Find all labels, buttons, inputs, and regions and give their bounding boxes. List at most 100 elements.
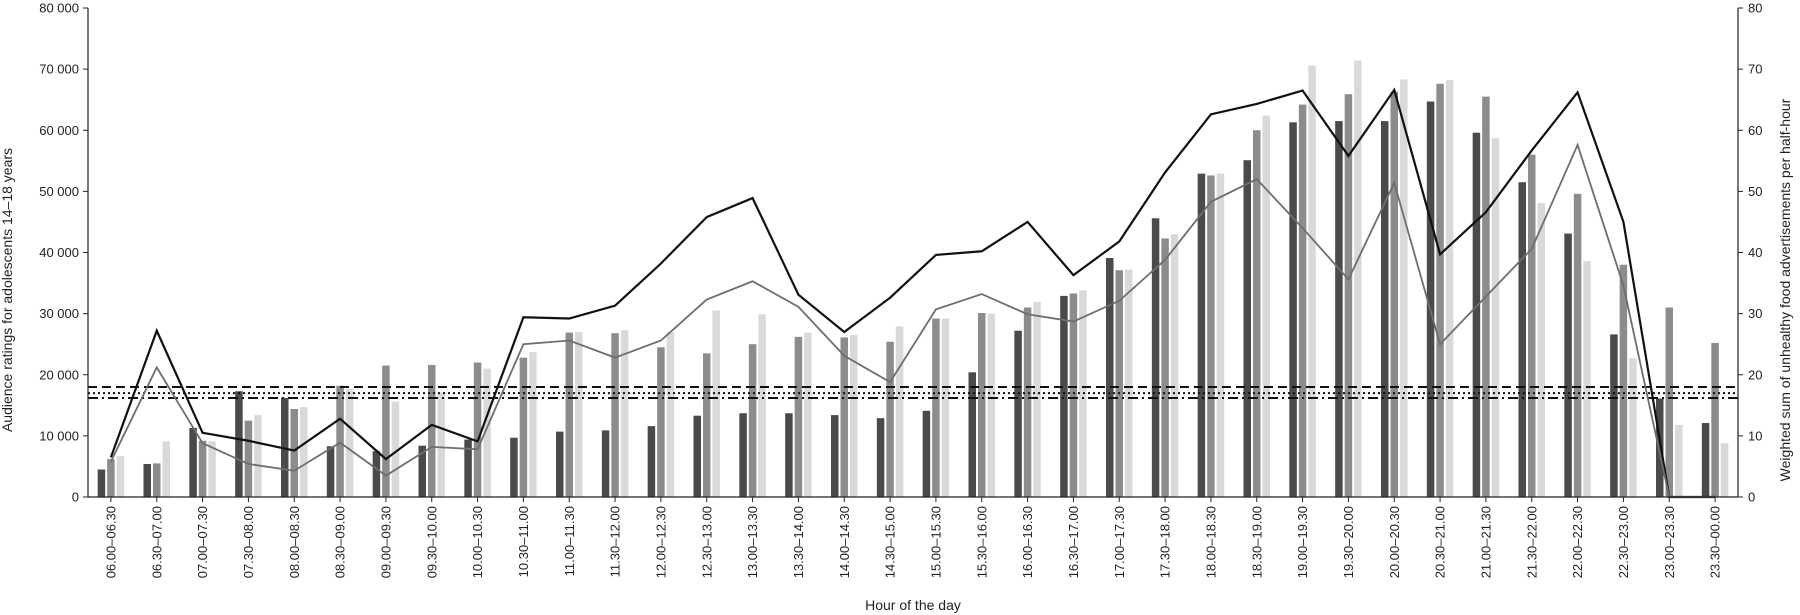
bar-series2-12 — [657, 347, 665, 497]
bar-series3-31 — [1537, 202, 1545, 498]
bar-series1-28 — [1381, 121, 1389, 497]
y2-tick-label: 80 — [1748, 1, 1762, 16]
bar-series1-35 — [1701, 423, 1710, 497]
y-tick-label: 80 000 — [39, 1, 79, 16]
bars-group — [97, 60, 1729, 498]
bar-series3-15 — [804, 332, 812, 497]
bar-series1-30 — [1472, 132, 1481, 497]
bar-series1-7 — [418, 445, 426, 497]
bar-series1-25 — [1243, 160, 1251, 497]
bar-series2-14 — [748, 344, 757, 497]
x-tick-label: 07.00–07.30 — [195, 506, 210, 578]
bar-series3-11 — [620, 330, 629, 497]
y2-ticks-group: 0 10 20 30 40 50 60 70 80 — [1738, 1, 1762, 505]
x-tick-label: 20.00–20.30 — [1387, 506, 1402, 578]
x-tick-label: 19.00–19.30 — [1295, 506, 1310, 578]
y2-axis-title: Weighted sum of unhealthy food advertise… — [1777, 98, 1793, 481]
bar-series1-18 — [922, 410, 931, 497]
x-tick-label: 09.00–09.30 — [378, 506, 393, 578]
bar-series3-14 — [758, 314, 766, 497]
bar-series1-17 — [876, 418, 885, 497]
x-tick-label: 20.30–21.00 — [1433, 506, 1448, 578]
bar-series3-20 — [1033, 302, 1041, 497]
x-tick-label: 10.00–10.30 — [470, 506, 485, 578]
bar-series3-22 — [1125, 269, 1133, 497]
bar-series1-13 — [693, 415, 701, 497]
bar-series2-10 — [565, 332, 573, 497]
bar-series1-20 — [1014, 330, 1022, 497]
bar-series3-13 — [712, 310, 720, 497]
x-tick-label: 11.00–11.30 — [562, 506, 577, 576]
line-series-1 — [109, 87, 1716, 499]
bar-series3-10 — [575, 331, 583, 497]
y2-tick-label: 10 — [1748, 428, 1762, 443]
x-tick-label: 15.30–16.00 — [974, 506, 989, 578]
bar-series3-8 — [483, 368, 491, 497]
x-tick-label: 06.00–06.30 — [103, 506, 118, 578]
bar-series2-8 — [473, 362, 482, 497]
bar-series2-4 — [290, 408, 298, 497]
bar-series3-12 — [666, 331, 675, 497]
bar-series2-7 — [428, 364, 436, 497]
x-tick-label: 19.30–20.00 — [1341, 506, 1356, 578]
y2-tick-label: 40 — [1748, 245, 1762, 260]
bar-series1-15 — [785, 413, 793, 497]
bar-series1-16 — [831, 415, 839, 497]
bar-series1-0 — [97, 469, 106, 497]
bar-series3-5 — [345, 388, 354, 497]
bar-series1-23 — [1151, 218, 1160, 497]
bar-series2-9 — [519, 357, 528, 497]
x-tick-label: 10.30–11.00 — [516, 506, 531, 577]
x-tick-label: 17.30–18.00 — [1158, 506, 1173, 578]
bar-series3-3 — [254, 415, 262, 497]
x-tick-label: 17.00–17.30 — [1112, 506, 1127, 578]
bar-series1-34 — [1656, 398, 1664, 497]
bar-series2-34 — [1665, 307, 1673, 497]
bar-series3-0 — [116, 456, 125, 497]
bar-series2-24 — [1207, 175, 1215, 498]
bar-series2-2 — [198, 440, 207, 497]
x-tick-label: 22.30–23.00 — [1616, 506, 1631, 578]
y2-tick-label: 60 — [1748, 123, 1762, 138]
x-tick-label: 14.30–15.00 — [883, 506, 898, 578]
bar-series2-11 — [611, 333, 619, 497]
x-tick-label: 18.00–18.30 — [1203, 506, 1218, 578]
bar-series2-13 — [703, 353, 711, 497]
bar-series3-21 — [1079, 290, 1087, 497]
bar-series3-4 — [300, 407, 308, 497]
bar-series1-5 — [326, 446, 335, 497]
bar-series1-3 — [235, 391, 243, 497]
bar-series1-12 — [647, 426, 656, 497]
y-tick-label: 20 000 — [39, 367, 79, 382]
x-tick-label: 08.00–08.30 — [287, 506, 302, 578]
bar-series2-26 — [1298, 104, 1307, 497]
x-tick-label: 06.30–07.00 — [149, 506, 164, 578]
bar-series1-26 — [1289, 122, 1297, 498]
y-tick-label: 0 — [72, 490, 79, 505]
x-tick-label: 21.30–22.00 — [1524, 506, 1539, 578]
bar-series3-18 — [941, 318, 950, 497]
bar-series2-0 — [107, 459, 115, 497]
bar-series1-33 — [1610, 334, 1618, 497]
x-tick-label: 11.30–12.00 — [608, 506, 623, 577]
bar-series3-7 — [437, 392, 445, 497]
bar-series1-11 — [601, 430, 610, 497]
bar-series1-21 — [1060, 295, 1068, 497]
x-tick-label: 16.00–16.30 — [1020, 506, 1035, 578]
bar-series1-31 — [1518, 182, 1526, 497]
bar-series2-3 — [244, 420, 253, 497]
x-axis-title: Hour of the day — [865, 597, 961, 613]
bar-series3-1 — [162, 441, 170, 497]
bar-series1-29 — [1426, 101, 1435, 498]
x-tick-label: 09.30–10.00 — [424, 506, 439, 578]
bar-series3-29 — [1445, 80, 1454, 497]
bar-series1-2 — [189, 427, 197, 497]
bar-series2-29 — [1436, 83, 1444, 498]
x-tick-label: 07.30–08.00 — [241, 506, 256, 578]
bar-series3-30 — [1491, 138, 1500, 497]
bar-series1-14 — [739, 413, 747, 497]
y-tick-label: 50 000 — [39, 184, 79, 199]
x-tick-label: 14.00–14.30 — [837, 506, 852, 578]
bar-series1-6 — [372, 451, 381, 497]
